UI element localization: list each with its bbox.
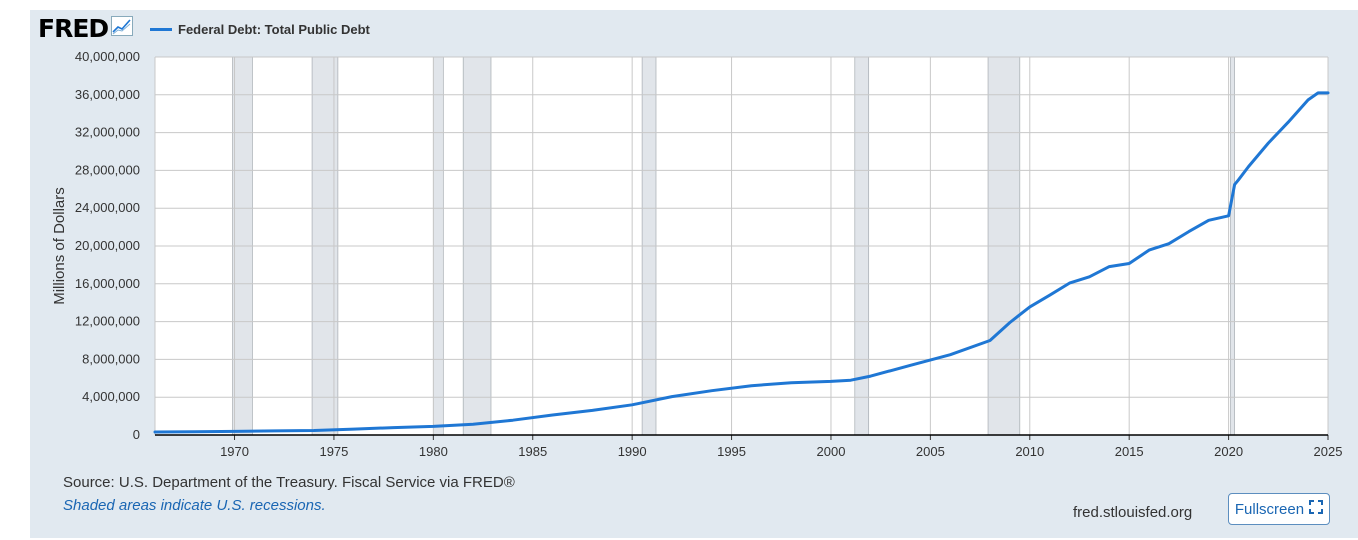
x-tick-label: 2000 bbox=[817, 444, 846, 459]
recession-note: Shaded areas indicate U.S. recessions. bbox=[63, 497, 326, 514]
fullscreen-label: Fullscreen bbox=[1234, 500, 1305, 518]
trend-line-icon bbox=[111, 16, 134, 41]
y-tick-label: 0 bbox=[133, 427, 140, 442]
chart-frame: FRED Federal Debt: Total Public Debt 0 4,… bbox=[30, 10, 1358, 538]
chart-svg: 0 4,000,000 8,000,000 12,000,000 16,000,000 2… bbox=[51, 49, 1342, 459]
x-tick-label: 2020 bbox=[1214, 444, 1243, 459]
x-tick-label: 1980 bbox=[419, 444, 448, 459]
x-tick-label: 2005 bbox=[916, 444, 945, 459]
x-tick-label: 1985 bbox=[518, 444, 547, 459]
y-tick-label: 36,000,000 bbox=[75, 87, 140, 102]
series-line bbox=[153, 91, 1330, 434]
x-tick-label: 2025 bbox=[1314, 444, 1343, 459]
y-axis-title: Millions of Dollars bbox=[51, 187, 68, 305]
series-layer bbox=[153, 91, 1330, 434]
x-tick-label: 1995 bbox=[717, 444, 746, 459]
x-tick-label: 2010 bbox=[1015, 444, 1044, 459]
chart-legend: Federal Debt: Total Public Debt bbox=[150, 22, 370, 37]
legend-label: Federal Debt: Total Public Debt bbox=[178, 22, 370, 37]
x-axis-ticks: 1970 1975 1980 1985 1990 1995 2000 2005 2010 2015… bbox=[220, 435, 1342, 459]
x-tick-label: 1990 bbox=[618, 444, 647, 459]
y-tick-label: 24,000,000 bbox=[75, 200, 140, 215]
y-tick-label: 28,000,000 bbox=[75, 162, 140, 177]
logo-text: FRED bbox=[38, 14, 109, 43]
site-link[interactable]: fred.stlouisfed.org bbox=[1073, 504, 1193, 521]
y-tick-label: 12,000,000 bbox=[75, 314, 140, 329]
fred-logo[interactable]: FRED bbox=[38, 14, 134, 43]
y-tick-label: 20,000,000 bbox=[75, 238, 140, 253]
y-axis-ticks: 0 4,000,000 8,000,000 12,000,000 16,000,000 2… bbox=[75, 49, 140, 442]
y-tick-label: 32,000,000 bbox=[75, 125, 140, 140]
x-tick-label: 1975 bbox=[319, 444, 348, 459]
fullscreen-button[interactable]: Fullscreen bbox=[1228, 493, 1330, 525]
x-tick-label: 1970 bbox=[220, 444, 249, 459]
y-tick-label: 16,000,000 bbox=[75, 276, 140, 291]
expand-corners-icon bbox=[1309, 500, 1324, 518]
x-tick-label: 2015 bbox=[1115, 444, 1144, 459]
y-tick-label: 4,000,000 bbox=[82, 389, 140, 404]
legend-swatch bbox=[150, 28, 172, 31]
y-tick-label: 40,000,000 bbox=[75, 49, 140, 64]
y-tick-label: 8,000,000 bbox=[82, 351, 140, 366]
source-text: Source: U.S. Department of the Treasury.… bbox=[63, 474, 515, 491]
